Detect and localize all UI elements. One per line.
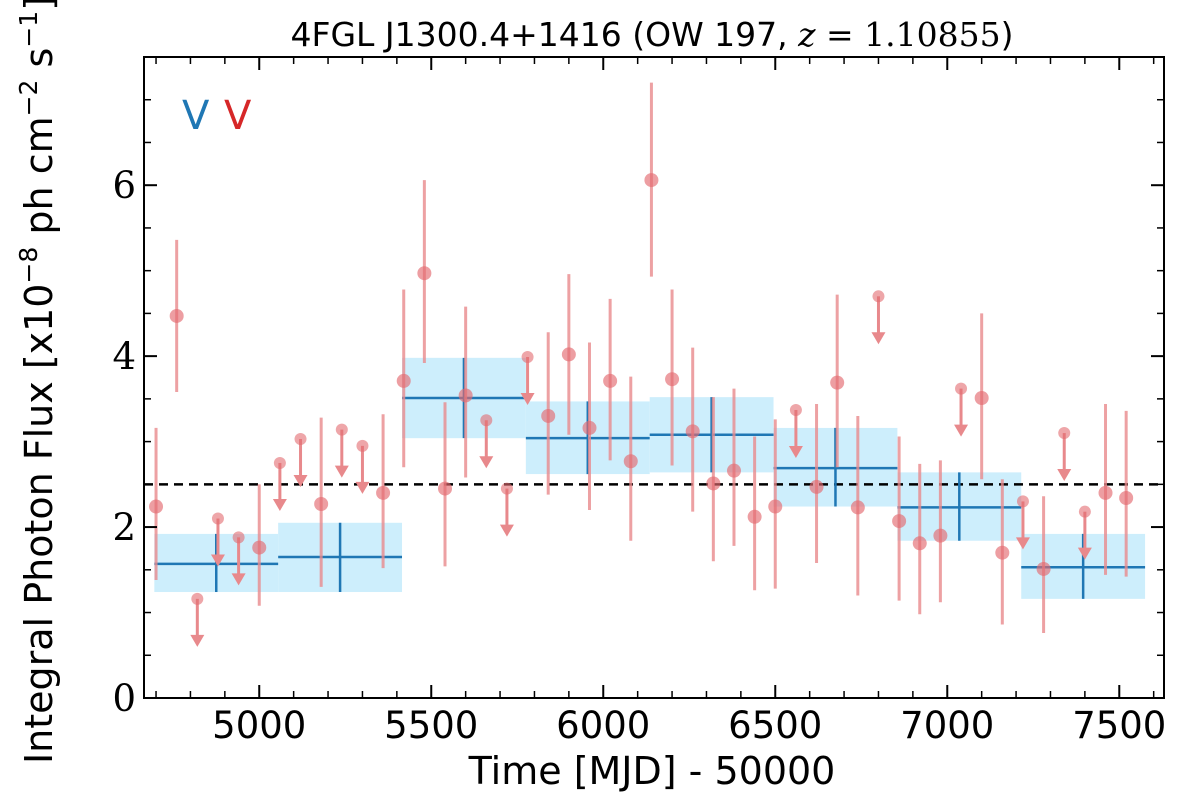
flux-point-34 <box>850 500 865 515</box>
ylabel-exp-1: −8 <box>14 247 43 284</box>
flux-point-24 <box>644 173 659 188</box>
upper-limit-point-9 <box>335 423 348 436</box>
upper-limit-point-16 <box>480 414 493 427</box>
upper-limit-arrow-9 <box>334 465 349 478</box>
individual-flux-points <box>149 82 1134 647</box>
upper-limit-arrow-31 <box>788 445 803 458</box>
upper-limit-arrow-7 <box>293 475 308 488</box>
x-axis-label: Time [MJD] - 50000 <box>468 749 836 793</box>
x-tick-label-1: 5500 <box>384 704 478 747</box>
y-tick-label-3: 6 <box>112 164 136 207</box>
flux-point-37 <box>912 536 927 551</box>
flux-point-38 <box>933 528 948 543</box>
legend: V V <box>182 93 252 139</box>
flux-point-36 <box>892 514 907 529</box>
upper-limit-point-35 <box>872 290 885 303</box>
ylabel-end: ] <box>17 0 61 11</box>
upper-limit-point-39 <box>955 382 968 395</box>
flux-point-28 <box>726 463 741 478</box>
flux-point-15 <box>458 388 473 403</box>
flux-point-11 <box>376 485 391 500</box>
upper-limit-arrow-3 <box>210 554 225 567</box>
flux-point-30 <box>768 499 783 514</box>
y-tick-label-0: 0 <box>112 677 136 720</box>
chart-title: 4FGL J1300.4+1416 (OW 197, z = 1.10855) <box>290 15 1013 54</box>
flux-point-29 <box>747 509 762 524</box>
flux-point-25 <box>665 372 680 387</box>
y-tick-label-2: 4 <box>112 335 136 378</box>
flux-point-22 <box>603 373 618 388</box>
upper-limit-arrow-35 <box>871 332 886 345</box>
flux-point-43 <box>1036 561 1051 576</box>
upper-limit-arrow-18 <box>520 392 535 405</box>
flux-point-21 <box>582 420 597 435</box>
ylabel-mid: ph cm <box>17 116 61 246</box>
flux-point-46 <box>1098 485 1113 500</box>
axis-ticks: 5000 5500 6000 6500 7000 7500 0 2 4 6 <box>112 56 1166 747</box>
upper-limit-arrow-2 <box>190 634 205 647</box>
title-redshift-value: = 1.10855 <box>816 15 1001 54</box>
title-suffix: ) <box>1001 15 1014 54</box>
flux-point-23 <box>623 454 638 469</box>
flux-point-14 <box>438 481 453 496</box>
upper-limit-arrow-44 <box>1057 469 1072 482</box>
x-tick-label-3: 6500 <box>728 704 822 747</box>
flux-point-41 <box>995 545 1010 560</box>
upper-limit-point-7 <box>294 433 307 446</box>
x-tick-label-0: 5000 <box>212 704 306 747</box>
upper-limit-point-31 <box>789 403 802 416</box>
plot-frame <box>143 56 1165 699</box>
upper-limit-point-4 <box>232 531 245 544</box>
flux-point-1 <box>169 308 184 323</box>
upper-limit-arrow-45 <box>1077 547 1092 560</box>
x-tick-label-2: 6000 <box>556 704 650 747</box>
upper-limit-arrow-10 <box>355 481 370 494</box>
flux-point-20 <box>561 347 576 362</box>
legend-entry-points: V <box>224 93 252 139</box>
ylabel-post: s <box>17 48 61 80</box>
upper-limit-arrow-6 <box>272 498 287 511</box>
title-redshift-var: z <box>797 15 816 54</box>
upper-limit-point-10 <box>356 439 369 452</box>
upper-limit-point-3 <box>211 512 224 525</box>
upper-limit-arrow-39 <box>954 424 969 437</box>
flux-point-33 <box>830 375 845 390</box>
flux-point-26 <box>685 424 700 439</box>
flux-point-5 <box>252 540 267 555</box>
ylabel-exp-2: −2 <box>14 80 43 117</box>
upper-limit-point-44 <box>1058 427 1071 440</box>
flux-point-19 <box>541 408 556 423</box>
upper-limit-arrow-42 <box>1015 537 1030 550</box>
upper-limit-point-17 <box>500 482 513 495</box>
title-prefix: 4FGL J1300.4+1416 (OW 197, <box>290 15 798 54</box>
flux-point-13 <box>417 266 432 281</box>
legend-entry-binned: V <box>182 93 210 139</box>
ylabel-main: Integral Photon Flux [x10 <box>17 284 61 765</box>
ylabel-exp-3: −1 <box>14 11 43 48</box>
flux-point-32 <box>809 479 824 494</box>
upper-limit-point-42 <box>1016 495 1029 508</box>
flux-point-0 <box>149 499 164 514</box>
upper-limit-point-18 <box>521 350 534 363</box>
y-tick-label-1: 2 <box>112 506 136 549</box>
flux-point-27 <box>706 476 721 491</box>
upper-limit-arrow-16 <box>479 456 494 469</box>
upper-limit-point-45 <box>1078 505 1091 518</box>
flux-point-12 <box>396 373 411 388</box>
upper-limit-arrow-4 <box>231 573 246 586</box>
upper-limit-arrow-17 <box>499 524 514 537</box>
upper-limit-point-6 <box>273 456 286 469</box>
flux-point-8 <box>314 496 329 511</box>
flux-point-47 <box>1119 491 1134 506</box>
flux-point-40 <box>974 391 989 406</box>
y-axis-label: Integral Photon Flux [x10−8 ph cm−2 s−1] <box>14 0 61 764</box>
x-tick-label-5: 7500 <box>1072 704 1166 747</box>
upper-limit-point-2 <box>191 592 204 605</box>
x-tick-label-4: 7000 <box>900 704 994 747</box>
